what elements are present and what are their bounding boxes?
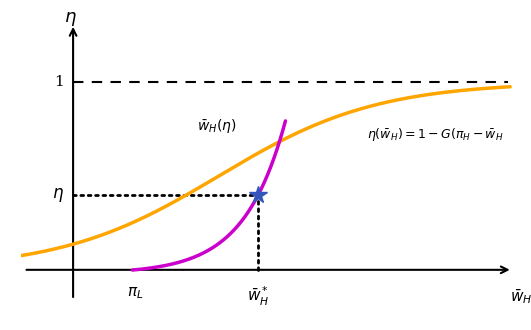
Text: $\bar{w}_H^*$: $\bar{w}_H^*$ bbox=[247, 285, 269, 308]
Text: $\pi_L$: $\pi_L$ bbox=[126, 285, 143, 301]
Text: 1: 1 bbox=[55, 75, 64, 89]
Text: $\bar{w}_H(\eta)$: $\bar{w}_H(\eta)$ bbox=[196, 117, 236, 135]
Text: $\eta(\bar{w}_H) = 1 - G(\pi_H - \bar{w}_H$: $\eta(\bar{w}_H) = 1 - G(\pi_H - \bar{w}… bbox=[367, 126, 503, 143]
Text: $\bar{w}_H$: $\bar{w}_H$ bbox=[510, 287, 531, 306]
Text: $\eta$: $\eta$ bbox=[52, 186, 64, 204]
Text: $\eta$: $\eta$ bbox=[64, 10, 77, 28]
